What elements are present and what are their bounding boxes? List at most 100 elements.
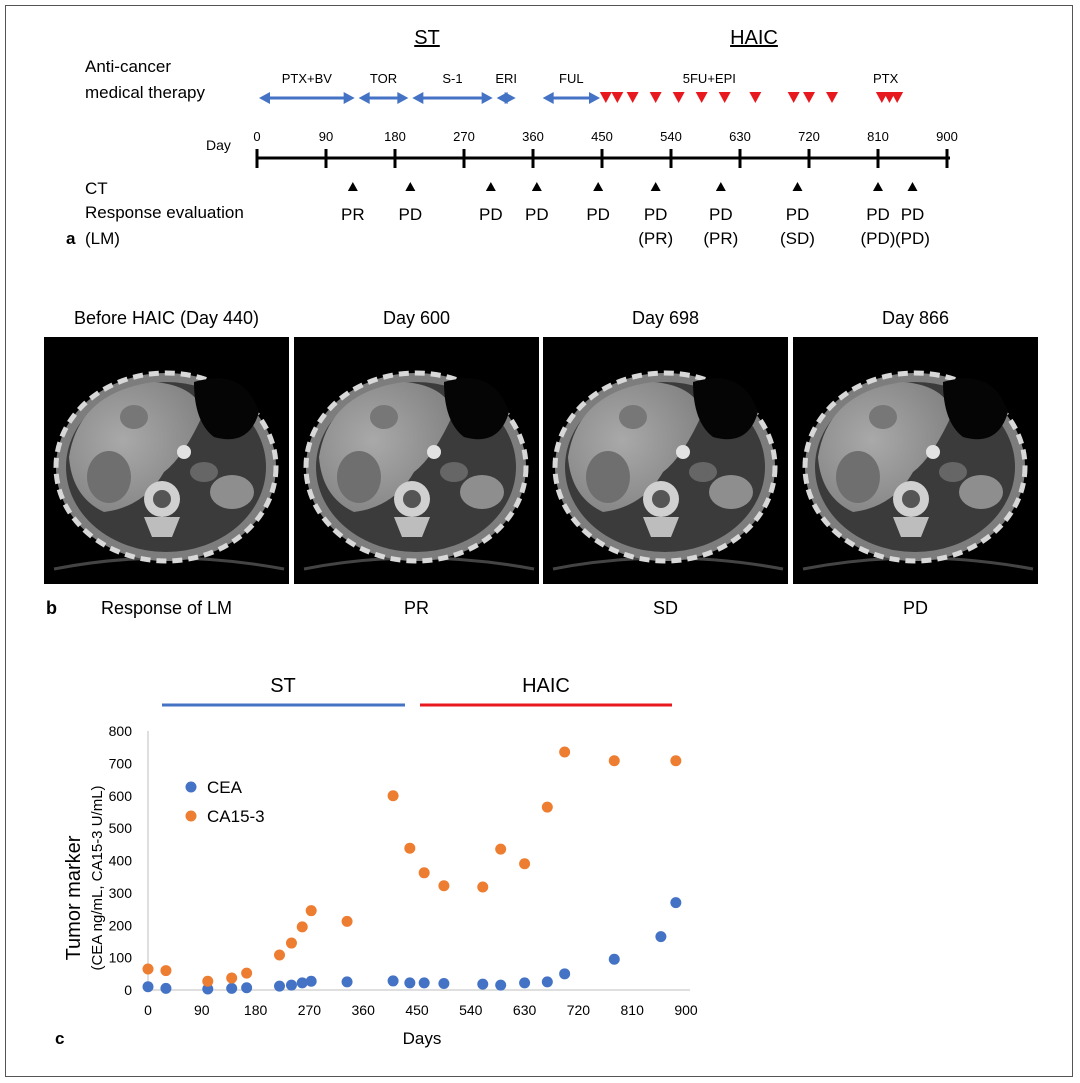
group-haic-label: HAIC: [730, 27, 778, 49]
x-tick-label: 450: [405, 1002, 429, 1018]
y-tick-label: 800: [109, 723, 133, 739]
regimen-label: TOR: [370, 71, 397, 86]
response-result: PD: [786, 205, 810, 224]
timeline-tick-label: 900: [936, 129, 958, 144]
ca153-point: [438, 880, 450, 892]
haic-regimen-label: PTX: [873, 71, 899, 86]
y-axis-title: Tumor marker: [63, 835, 85, 960]
timeline-tick-label: 270: [453, 129, 475, 144]
cea-point: [241, 982, 253, 994]
cea-point: [559, 968, 571, 980]
response-label-line2: (LM): [85, 229, 120, 248]
ct-marker: [593, 182, 604, 191]
scan-title-2: Day 600: [382, 308, 451, 328]
therapy-timeline: ST HAIC Anti-cancer medical therapy Day …: [66, 27, 958, 248]
cea-point: [160, 982, 172, 994]
cea-point: [274, 980, 286, 992]
scan-title-1: Before HAIC (Day 440): [73, 308, 260, 328]
regimen-arrow: [358, 92, 409, 104]
timeline-tick-label: 630: [729, 129, 751, 144]
ca153-point: [608, 755, 620, 767]
haic-dose-marker: [672, 92, 685, 103]
cea-point: [477, 978, 489, 990]
regimen-arrow: [412, 92, 493, 104]
x-tick-label: 270: [298, 1002, 322, 1018]
timeline-tick-label: 90: [319, 129, 333, 144]
legend-cea-marker: [185, 781, 197, 793]
panel-a-label: a: [66, 229, 76, 248]
cea-point: [608, 953, 620, 965]
x-tick-label: 90: [194, 1002, 210, 1018]
x-tick-label: 630: [513, 1002, 537, 1018]
response-result: PD: [901, 205, 925, 224]
ct-marker: [405, 182, 416, 191]
x-tick-label: 900: [674, 1002, 698, 1018]
cea-point: [495, 979, 507, 991]
haic-dose-marker: [599, 92, 612, 103]
regimen-arrow: [259, 92, 355, 104]
legend-cea-label: CEA: [207, 778, 243, 797]
regimen-label: FUL: [559, 71, 584, 86]
cea-point: [142, 981, 154, 993]
cea-point: [341, 976, 353, 988]
therapy-label-line1: Anti-cancer: [85, 57, 171, 76]
legend-ca153-marker: [185, 810, 197, 822]
cea-point: [305, 975, 317, 987]
haic-dose-marker: [695, 92, 708, 103]
cea-point: [285, 979, 297, 991]
haic-dose-marker: [787, 92, 800, 103]
haic-dose-marker: [718, 92, 731, 103]
scan-response-2: PR: [403, 598, 429, 618]
ct-marker: [485, 182, 496, 191]
lm-response-result: (SD): [780, 229, 815, 248]
scan-response-4: PD: [902, 598, 928, 618]
ct-scan-image-2: [294, 337, 539, 584]
x-tick-label: 720: [567, 1002, 591, 1018]
y-tick-label: 0: [124, 982, 132, 998]
ca153-point: [142, 963, 154, 975]
ct-label: CT: [85, 179, 108, 198]
y-tick-label: 500: [109, 820, 133, 836]
timeline-tick-label: 720: [798, 129, 820, 144]
response-result: PD: [644, 205, 668, 224]
cea-point: [296, 977, 308, 989]
regimen-label: ERI: [495, 71, 517, 86]
ct-marker: [907, 182, 918, 191]
scan-response-3: SD: [652, 598, 678, 618]
response-result: PD: [709, 205, 733, 224]
haic-dose-marker: [883, 92, 896, 103]
y-tick-label: 600: [109, 788, 133, 804]
cea-point: [438, 978, 450, 990]
lm-response-result: (PR): [638, 229, 673, 248]
x-tick-label: 0: [144, 1002, 152, 1018]
ca153-point: [404, 842, 416, 854]
regimen-label: PTX+BV: [282, 71, 333, 86]
y-tick-label: 100: [109, 950, 133, 966]
ca153-point: [296, 921, 308, 933]
cea-point: [519, 977, 531, 989]
regimen-label: S-1: [442, 71, 462, 86]
x-tick-label: 540: [459, 1002, 483, 1018]
haic-dose-marker: [749, 92, 762, 103]
haic-dose-marker: [875, 92, 888, 103]
cea-point: [404, 977, 416, 989]
group-st-label: ST: [414, 27, 440, 49]
ca153-point: [160, 965, 172, 977]
ct-scan-image-4: [793, 337, 1038, 584]
cea-point: [418, 977, 430, 989]
ct-marker: [873, 182, 883, 191]
legend-ca153-label: CA15-3: [207, 807, 265, 826]
ca153-point: [559, 746, 571, 758]
ca153-point: [226, 972, 238, 984]
response-result: PD: [399, 205, 423, 224]
figure-frame: [5, 5, 1073, 1077]
ca153-point: [387, 790, 399, 802]
response-result: PD: [586, 205, 610, 224]
lm-response-result: (PD): [895, 229, 930, 248]
ct-scan-image-1: [44, 337, 289, 584]
lm-response-result: (PD): [861, 229, 896, 248]
y-tick-label: 400: [109, 853, 133, 869]
ct-scan-image-3: [543, 337, 788, 584]
ca153-point: [418, 867, 430, 879]
cea-point: [541, 976, 553, 988]
